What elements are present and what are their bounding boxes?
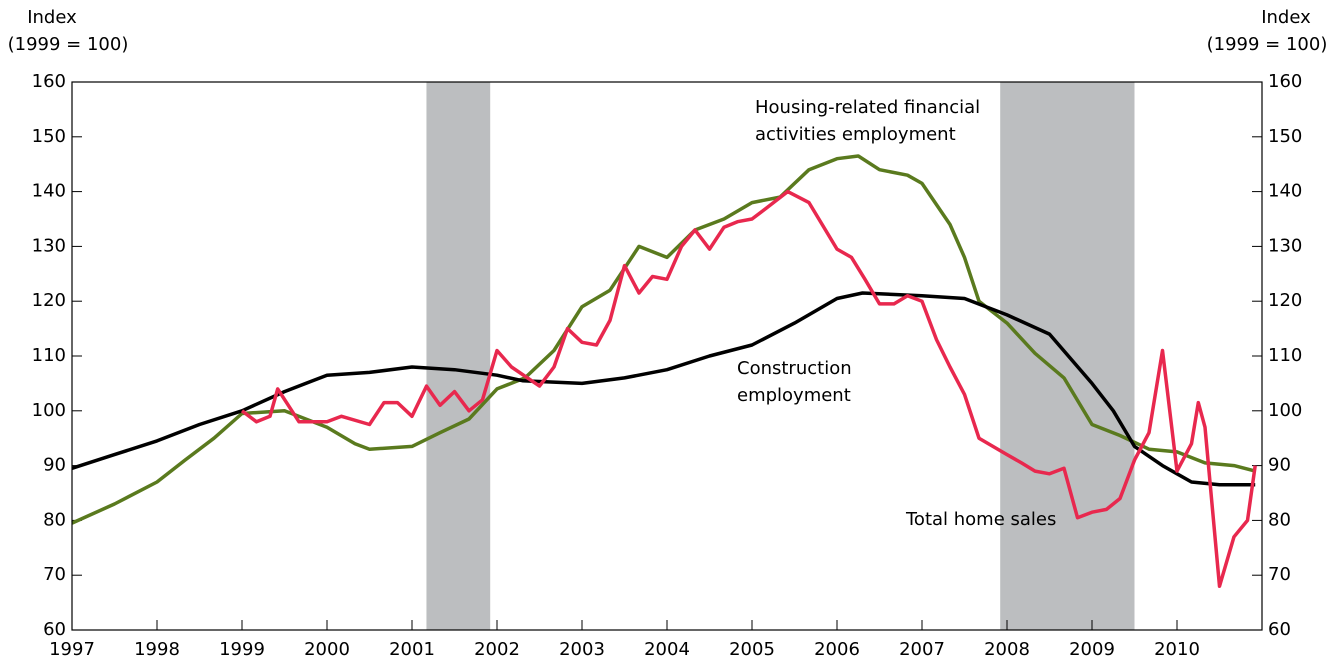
y2-tick-label: 110	[1268, 345, 1302, 366]
series-annotation: employment	[737, 385, 851, 406]
x-tick-label: 1998	[134, 639, 180, 660]
x-tick-label: 2010	[1154, 639, 1200, 660]
y-axis-title: (1999 = 100)	[8, 34, 129, 55]
series-annotation: Housing-related financial	[755, 97, 980, 118]
y-tick-label: 140	[32, 181, 66, 202]
y-tick-label: 110	[32, 345, 66, 366]
y2-tick-label: 160	[1268, 71, 1302, 92]
x-tick-label: 2007	[899, 639, 945, 660]
y2-axis-title: (1999 = 100)	[1207, 34, 1328, 55]
series-annotation: Total home sales	[905, 509, 1056, 530]
y-tick-label: 130	[32, 235, 66, 256]
plot-frame	[71, 81, 1263, 631]
y2-tick-label: 140	[1268, 181, 1302, 202]
y-tick-label: 160	[32, 71, 66, 92]
x-tick-label: 1999	[219, 639, 265, 660]
recession-band	[426, 82, 491, 630]
y2-tick-label: 60	[1268, 619, 1291, 640]
x-tick-label: 2008	[984, 639, 1030, 660]
x-tick-label: 1997	[49, 639, 95, 660]
series-annotation: Construction	[737, 358, 852, 379]
series-line	[71, 291, 1256, 487]
y-tick-label: 80	[43, 509, 66, 530]
x-tick-label: 2004	[644, 639, 690, 660]
y-tick-label: 60	[43, 619, 66, 640]
x-tick-label: 2002	[474, 639, 520, 660]
x-tick-label: 2001	[389, 639, 435, 660]
x-tick-label: 2000	[304, 639, 350, 660]
y-tick-label: 100	[32, 400, 66, 421]
x-tick-label: 2005	[729, 639, 775, 660]
y2-tick-label: 120	[1268, 290, 1302, 311]
y2-tick-label: 70	[1268, 564, 1291, 585]
y2-axis-title: Index	[1261, 7, 1311, 28]
y2-tick-label: 100	[1268, 400, 1302, 421]
y-tick-label: 90	[43, 455, 66, 476]
x-tick-label: 2006	[814, 639, 860, 660]
y-tick-label: 120	[32, 290, 66, 311]
y2-tick-label: 90	[1268, 455, 1291, 476]
series-annotation: activities employment	[755, 124, 956, 145]
x-tick-label: 2009	[1069, 639, 1115, 660]
y2-tick-label: 150	[1268, 126, 1302, 147]
y2-tick-label: 130	[1268, 235, 1302, 256]
x-tick-label: 2003	[559, 639, 605, 660]
y-tick-label: 150	[32, 126, 66, 147]
series-line	[240, 189, 1257, 588]
y2-tick-label: 80	[1268, 509, 1291, 530]
series-line	[71, 154, 1256, 525]
y-tick-label: 70	[43, 564, 66, 585]
y-axis-title: Index	[27, 7, 77, 28]
